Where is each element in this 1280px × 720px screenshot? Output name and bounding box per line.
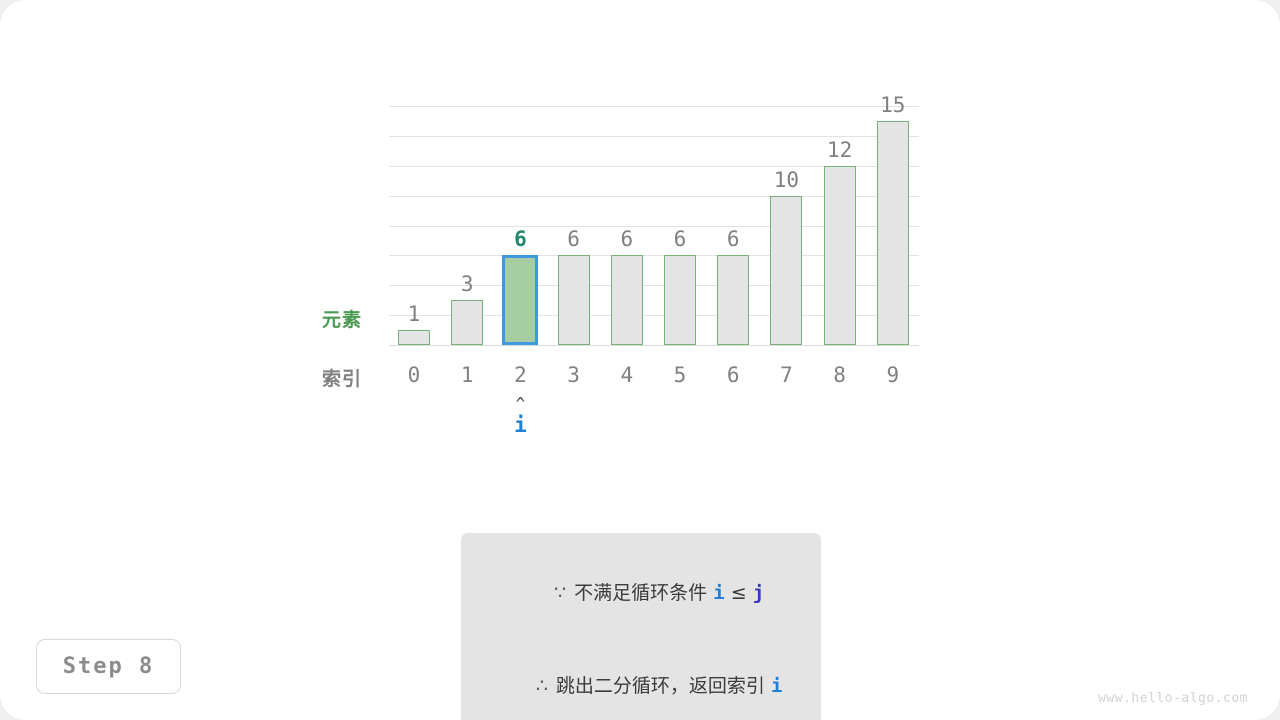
bar: [557, 255, 590, 345]
index-label: 0: [407, 363, 421, 387]
bar: [770, 195, 803, 345]
index-label: 5: [673, 363, 687, 387]
note-var-j: j: [752, 582, 765, 604]
bar: [876, 121, 909, 345]
gridline: [389, 165, 919, 167]
axis-label-index: 索引: [321, 368, 362, 390]
note-var-i-1: i: [713, 582, 725, 604]
therefore-symbol: ∴: [535, 675, 548, 697]
bar-value-label: 6: [673, 227, 687, 252]
note-line-2: ∴ 跳出二分循环，返回索引 i: [461, 640, 821, 720]
gridline: [389, 315, 919, 317]
axis-label-element: 元素: [321, 309, 362, 331]
bar: [664, 255, 696, 345]
index-label: 8: [833, 363, 846, 387]
note-line-2-text: 跳出二分循环，返回索引: [555, 675, 765, 697]
watermark: www.hello-algo.com: [1098, 691, 1248, 706]
bar-highlighted: [502, 255, 539, 345]
note-line-1-text: 不满足循环条件: [574, 582, 708, 604]
gridline: [389, 285, 919, 287]
index-label: 2: [514, 363, 527, 387]
pointer-i: ^ i: [490, 396, 550, 438]
index-label: 3: [567, 363, 580, 387]
bar: [610, 255, 643, 345]
note-var-i-2: i: [770, 675, 783, 697]
bar: [717, 255, 750, 345]
explanation-note: ∵ 不满足循环条件 i ≤ j ∴ 跳出二分循环，返回索引 i: [461, 533, 821, 720]
step-badge: Step 8: [36, 639, 181, 694]
step-badge-label: Step 8: [62, 654, 155, 679]
because-symbol: ∵: [554, 582, 567, 604]
note-operator: ≤: [730, 582, 747, 604]
note-line-1: ∵ 不满足循环条件 i ≤ j: [461, 547, 821, 640]
bar-value-label: 15: [880, 93, 906, 118]
gridline: [389, 135, 919, 137]
bar: [398, 330, 430, 345]
index-label: 4: [620, 363, 634, 387]
index-label: 7: [780, 363, 793, 387]
bar: [823, 165, 856, 345]
caret-icon: ^: [515, 394, 526, 413]
pointer-label: i: [514, 413, 527, 437]
bar-value-label: 6: [726, 227, 740, 252]
bar-value-label: 12: [826, 137, 853, 162]
bar-value-label: 6: [620, 227, 634, 252]
index-label: 9: [886, 363, 900, 387]
gridline: [389, 255, 919, 257]
index-label: 6: [726, 363, 740, 387]
bar: [451, 300, 484, 345]
gridline: [389, 225, 919, 227]
bar-value-label: 10: [773, 167, 800, 192]
gridline: [389, 106, 919, 108]
bar-value-label: 6: [567, 227, 580, 252]
gridline: [389, 195, 919, 197]
bar-value-label: 3: [460, 272, 474, 297]
index-label: 1: [460, 363, 474, 387]
bar-value-label: 6: [514, 227, 527, 252]
axis-baseline: [389, 345, 919, 346]
bar-value-label: 1: [407, 302, 421, 327]
